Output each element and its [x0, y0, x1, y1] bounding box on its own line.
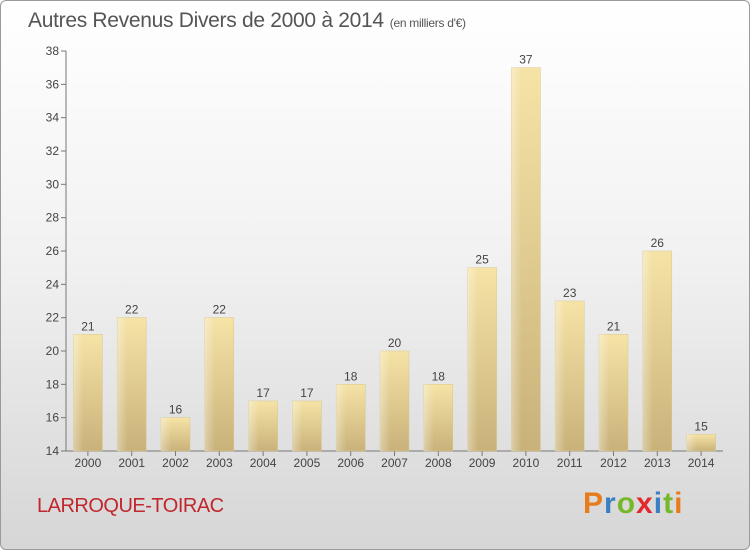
chart-title: Autres Revenus Divers de 2000 à 2014 (en … — [28, 9, 466, 33]
bar-value-label: 17 — [256, 386, 270, 400]
y-tick-label: 20 — [46, 344, 60, 358]
x-tick-label: 2007 — [381, 456, 408, 470]
y-tick-label: 26 — [46, 244, 60, 258]
bar-highlight — [248, 401, 259, 451]
bar-highlight — [423, 384, 434, 451]
bar-value-label: 18 — [432, 369, 446, 383]
y-tick-label: 16 — [46, 411, 60, 425]
x-tick-label: 2009 — [469, 456, 496, 470]
x-tick-label: 2001 — [118, 456, 145, 470]
bar-highlight — [686, 434, 697, 451]
bar-value-label: 16 — [169, 403, 183, 417]
bar-value-label: 21 — [607, 319, 621, 333]
bar-value-label: 18 — [344, 369, 358, 383]
bar-value-label: 17 — [300, 386, 314, 400]
bar-highlight — [599, 334, 610, 451]
y-tick-label: 18 — [46, 377, 60, 391]
x-tick-label: 2000 — [75, 456, 102, 470]
bar-value-label: 23 — [563, 286, 577, 300]
title-text: Autres Revenus Divers de 2000 à 2014 — [28, 9, 384, 32]
x-tick-label: 2003 — [206, 456, 233, 470]
bar-highlight — [467, 267, 478, 451]
y-tick-label: 34 — [46, 111, 60, 125]
x-tick-label: 2006 — [337, 456, 364, 470]
bar-highlight — [292, 401, 303, 451]
bars: 21 22 16 22 17 17 18 20 18 25 37 23 21 26 15 — [73, 53, 716, 452]
y-tick-label: 22 — [46, 311, 60, 325]
bar-highlight — [117, 317, 128, 451]
x-axis: 2000 2001 2002 2003 2004 2005 2006 2007 2008 2009… — [66, 450, 723, 470]
bar-highlight — [336, 384, 347, 451]
place-name: LARROQUE-TOIRAC — [37, 495, 224, 517]
x-tick-label: 2011 — [557, 456, 583, 470]
y-tick-label: 36 — [46, 77, 60, 91]
bar-value-label: 21 — [81, 319, 95, 333]
y-tick-label: 38 — [46, 44, 60, 58]
x-tick-label: 2008 — [425, 456, 452, 470]
x-tick-label: 2014 — [688, 456, 715, 470]
x-tick-label: 2013 — [644, 456, 671, 470]
x-tick-label: 2004 — [250, 456, 277, 470]
y-tick-label: 28 — [46, 211, 60, 225]
bar-highlight — [642, 251, 653, 451]
y-axis: 14 16 18 20 22 24 26 28 30 32 34 36 38 — [46, 44, 67, 458]
bar-value-label: 15 — [694, 419, 708, 433]
bar-value-label: 37 — [519, 53, 533, 67]
bar-highlight — [73, 334, 84, 451]
bar-value-label: 22 — [213, 303, 227, 317]
bar-value-label: 25 — [475, 253, 489, 267]
y-tick-label: 14 — [46, 444, 60, 458]
proxiti-logo: Proxiti — [583, 487, 684, 520]
bar-value-label: 20 — [388, 336, 402, 350]
bar-highlight — [555, 301, 566, 451]
chart-subtitle: (en milliers d'€) — [389, 16, 466, 30]
bar-value-label: 26 — [651, 236, 665, 250]
y-tick-label: 32 — [46, 144, 60, 158]
y-tick-label: 30 — [46, 177, 60, 191]
bar-highlight — [511, 67, 522, 452]
x-tick-label: 2005 — [294, 456, 321, 470]
x-tick-label: 2010 — [513, 456, 540, 470]
x-tick-label: 2002 — [162, 456, 189, 470]
y-tick-label: 24 — [46, 277, 60, 291]
bar-highlight — [204, 317, 215, 451]
bar-highlight — [161, 417, 172, 451]
bar-highlight — [380, 351, 391, 451]
x-tick-label: 2012 — [600, 456, 627, 470]
bar-value-label: 22 — [125, 303, 139, 317]
